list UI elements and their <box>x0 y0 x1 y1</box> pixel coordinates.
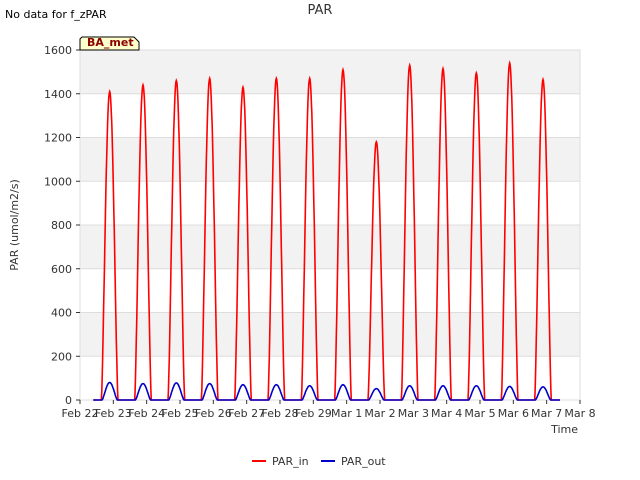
y-tick-label: 800 <box>51 219 72 232</box>
x-tick-label: Feb 28 <box>262 407 299 420</box>
gridlines <box>80 49 580 401</box>
x-tick-label: Mar 5 <box>464 407 495 420</box>
y-tick-label: 1600 <box>44 44 72 57</box>
x-tick-label: Feb 22 <box>62 407 99 420</box>
background-band <box>80 181 580 225</box>
x-tick-label: Feb 26 <box>195 407 232 420</box>
x-tick-label: Mar 2 <box>364 407 395 420</box>
background-band <box>80 93 580 138</box>
x-tick-label: Feb 23 <box>95 407 132 420</box>
background-band <box>80 137 580 182</box>
x-tick-label: Mar 7 <box>531 407 562 420</box>
background-band <box>80 225 580 269</box>
badge: BA_met <box>79 36 140 51</box>
no-data-message: No data for f_zPAR <box>5 8 107 21</box>
series-line-PAR_out <box>93 381 560 401</box>
legend-label-PAR_in: PAR_in <box>272 455 309 468</box>
y-tick-label: 600 <box>51 263 72 276</box>
x-tick-label: Feb 25 <box>162 407 199 420</box>
x-tick-label: Mar 8 <box>564 407 595 420</box>
plot-background-bands <box>80 50 580 400</box>
y-tick-label: 1400 <box>44 88 72 101</box>
background-band <box>80 268 580 313</box>
y-axis-ticks: 0 200 400 600 800 1000 1200 1400 1600 <box>44 44 80 407</box>
background-band <box>80 312 580 357</box>
badge-label: BA_met <box>87 36 134 49</box>
y-tick-label: 200 <box>51 350 72 363</box>
y-tick-label: 400 <box>51 307 72 320</box>
y-tick-label: 1200 <box>44 132 72 145</box>
background-band <box>80 50 580 94</box>
x-tick-label: Feb 29 <box>295 407 332 420</box>
background-band <box>80 356 580 400</box>
y-tick-label: 0 <box>65 394 72 407</box>
y-tick-label: 1000 <box>44 175 72 188</box>
y-axis-label: PAR (umol/m2/s) <box>8 179 21 271</box>
x-tick-label: Mar 6 <box>498 407 529 420</box>
x-tick-label: Mar 3 <box>398 407 429 420</box>
badge-box <box>79 36 140 51</box>
x-tick-label: Feb 24 <box>128 407 165 420</box>
legend-label-PAR_out: PAR_out <box>341 455 386 468</box>
x-tick-label: Feb 27 <box>228 407 265 420</box>
legend: PAR_in PAR_out <box>252 455 386 468</box>
series-layer <box>93 59 560 401</box>
chart-title: PAR <box>307 3 333 18</box>
x-tick-label: Mar 1 <box>331 407 362 420</box>
x-tick-label: Mar 4 <box>431 407 462 420</box>
x-axis-label: Time <box>550 423 578 436</box>
